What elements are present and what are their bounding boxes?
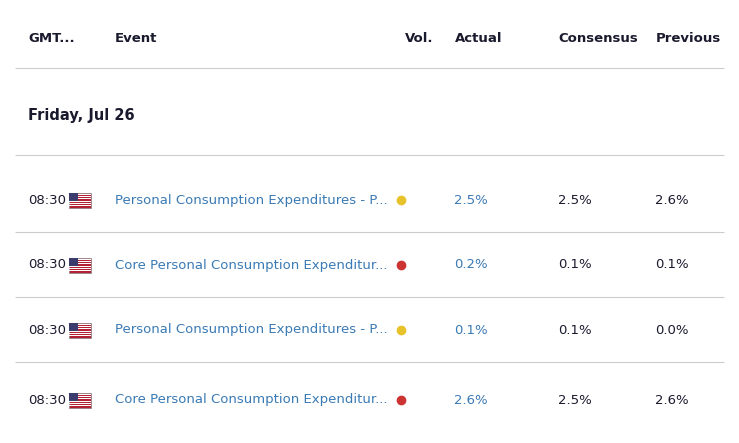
FancyBboxPatch shape xyxy=(69,257,78,265)
Text: 0.1%: 0.1% xyxy=(454,323,488,337)
Text: 2.6%: 2.6% xyxy=(655,393,689,407)
Text: 0.1%: 0.1% xyxy=(558,259,592,272)
FancyBboxPatch shape xyxy=(69,398,91,400)
FancyBboxPatch shape xyxy=(69,259,91,260)
FancyBboxPatch shape xyxy=(69,324,91,325)
Text: 0.0%: 0.0% xyxy=(655,323,689,337)
FancyBboxPatch shape xyxy=(69,330,91,332)
Text: 08:30: 08:30 xyxy=(28,393,66,407)
Text: Personal Consumption Expenditures - P...: Personal Consumption Expenditures - P... xyxy=(115,194,387,206)
FancyBboxPatch shape xyxy=(69,405,91,406)
Text: 2.6%: 2.6% xyxy=(454,393,488,407)
FancyBboxPatch shape xyxy=(69,201,91,202)
Text: Consensus: Consensus xyxy=(558,31,638,44)
FancyBboxPatch shape xyxy=(69,335,91,336)
Text: Event: Event xyxy=(115,31,157,44)
FancyBboxPatch shape xyxy=(69,396,91,397)
FancyBboxPatch shape xyxy=(69,326,91,327)
Text: 0.2%: 0.2% xyxy=(454,259,488,272)
Text: 08:30: 08:30 xyxy=(28,259,66,272)
Text: Personal Consumption Expenditures - P...: Personal Consumption Expenditures - P... xyxy=(115,323,387,337)
Text: Core Personal Consumption Expenditur...: Core Personal Consumption Expenditur... xyxy=(115,259,387,272)
FancyBboxPatch shape xyxy=(69,198,91,199)
Text: Friday, Jul 26: Friday, Jul 26 xyxy=(28,108,134,123)
Text: Previous: Previous xyxy=(655,31,721,44)
FancyBboxPatch shape xyxy=(69,261,91,262)
Text: 0.1%: 0.1% xyxy=(655,259,689,272)
Text: 08:30: 08:30 xyxy=(28,194,66,206)
Text: Vol.: Vol. xyxy=(405,31,434,44)
FancyBboxPatch shape xyxy=(69,400,91,402)
Text: GMT...: GMT... xyxy=(28,31,75,44)
Text: 2.6%: 2.6% xyxy=(655,194,689,206)
Text: 2.5%: 2.5% xyxy=(558,194,592,206)
FancyBboxPatch shape xyxy=(69,268,91,269)
Text: 2.5%: 2.5% xyxy=(454,194,488,206)
FancyBboxPatch shape xyxy=(69,323,91,338)
Text: 08:30: 08:30 xyxy=(28,323,66,337)
FancyBboxPatch shape xyxy=(69,203,91,204)
FancyBboxPatch shape xyxy=(69,270,91,272)
FancyBboxPatch shape xyxy=(69,323,78,330)
FancyBboxPatch shape xyxy=(69,392,78,400)
FancyBboxPatch shape xyxy=(69,193,91,207)
FancyBboxPatch shape xyxy=(69,394,91,395)
FancyBboxPatch shape xyxy=(69,328,91,330)
Text: Core Personal Consumption Expenditur...: Core Personal Consumption Expenditur... xyxy=(115,393,387,407)
Text: Actual: Actual xyxy=(454,31,502,44)
Text: 0.1%: 0.1% xyxy=(558,323,592,337)
FancyBboxPatch shape xyxy=(69,265,91,267)
Text: 2.5%: 2.5% xyxy=(558,393,592,407)
FancyBboxPatch shape xyxy=(69,194,91,195)
FancyBboxPatch shape xyxy=(69,392,91,408)
FancyBboxPatch shape xyxy=(69,205,91,206)
FancyBboxPatch shape xyxy=(69,196,91,197)
FancyBboxPatch shape xyxy=(69,257,91,272)
FancyBboxPatch shape xyxy=(69,333,91,334)
FancyBboxPatch shape xyxy=(69,403,91,404)
FancyBboxPatch shape xyxy=(69,193,78,201)
FancyBboxPatch shape xyxy=(69,263,91,264)
